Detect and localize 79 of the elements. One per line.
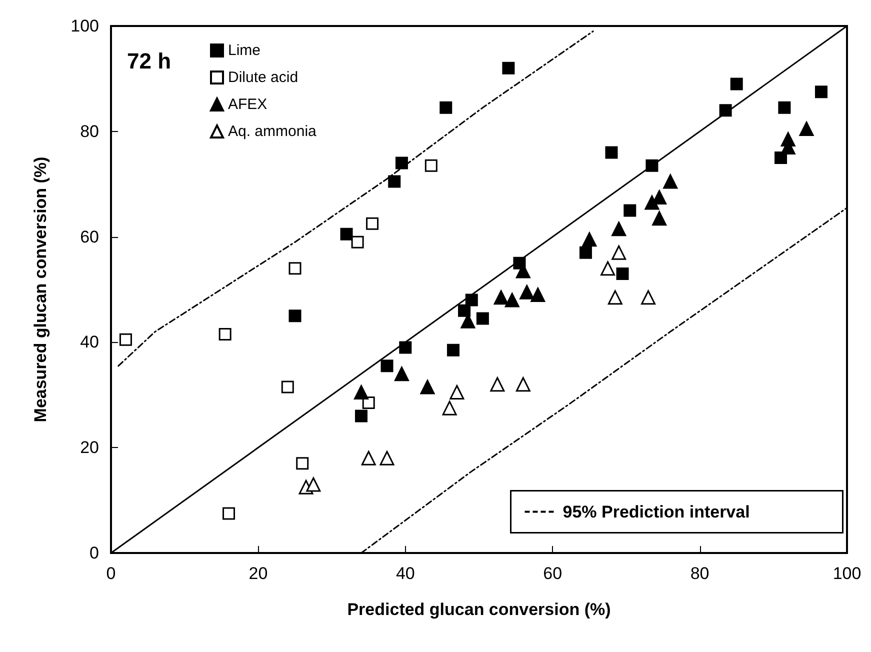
point <box>281 380 294 394</box>
legend-label: Aq. ammonia <box>228 123 318 140</box>
y-tick-label: 20 <box>80 438 99 458</box>
point <box>641 290 656 305</box>
point <box>424 159 438 172</box>
point <box>354 385 368 400</box>
point <box>780 132 796 147</box>
point <box>394 366 409 382</box>
x-tick-label: 20 <box>248 564 268 583</box>
point <box>442 400 457 416</box>
point <box>494 290 508 305</box>
point <box>719 104 732 117</box>
point <box>465 294 478 306</box>
point <box>288 310 302 322</box>
x-tick-label: 100 <box>832 564 862 583</box>
point <box>490 377 505 392</box>
point <box>774 152 788 164</box>
point <box>388 175 401 188</box>
point <box>440 101 452 114</box>
point <box>296 457 309 470</box>
point <box>605 146 618 159</box>
x-tick-label: 80 <box>690 564 710 583</box>
point <box>119 333 132 346</box>
point <box>616 267 629 280</box>
point <box>306 477 321 492</box>
point <box>446 344 460 356</box>
point <box>504 292 520 308</box>
point <box>340 228 353 240</box>
point <box>450 385 464 400</box>
point <box>458 304 471 317</box>
point <box>612 245 626 260</box>
point <box>799 122 814 136</box>
x-tick-label: 0 <box>106 564 116 583</box>
point <box>395 156 408 170</box>
point <box>222 507 236 520</box>
y-tick-label: 60 <box>80 227 99 246</box>
x-tick-label: 60 <box>543 564 562 583</box>
point <box>420 380 435 394</box>
point <box>663 174 678 189</box>
point <box>218 328 232 341</box>
x-axis-title: Predicted glucan conversion (%) <box>347 600 611 619</box>
point <box>814 86 828 98</box>
point <box>612 222 626 236</box>
point <box>351 236 364 248</box>
annotation: 72 h <box>127 48 172 74</box>
legend-label: Lime <box>228 42 261 59</box>
point <box>730 78 743 90</box>
point <box>652 190 667 205</box>
point <box>366 217 379 230</box>
y-tick-label: 80 <box>80 122 99 141</box>
y-tick-label: 40 <box>80 332 99 352</box>
point <box>380 450 394 466</box>
point <box>582 232 597 247</box>
point <box>476 312 489 325</box>
point <box>624 204 636 217</box>
point <box>399 341 412 354</box>
line-series <box>118 30 594 367</box>
legend-label: 95% Prediction interval <box>562 502 750 522</box>
point <box>516 377 530 392</box>
legend-label: AFEX <box>228 96 268 113</box>
y-tick-label: 0 <box>90 544 99 562</box>
point <box>361 450 376 466</box>
point <box>646 159 658 172</box>
point <box>362 396 375 410</box>
y-tick-label: 100 <box>70 16 99 36</box>
point <box>600 261 616 276</box>
point <box>778 101 791 114</box>
point <box>520 284 534 300</box>
point <box>579 246 592 259</box>
point <box>380 360 394 372</box>
point <box>502 62 515 74</box>
legend-label: Dilute acid <box>228 69 298 86</box>
x-tick-label: 40 <box>396 564 415 583</box>
y-axis-title: Measured glucan conversion (%) <box>31 156 50 422</box>
point <box>354 410 368 422</box>
point <box>288 262 302 275</box>
point <box>652 211 667 226</box>
point <box>608 290 622 305</box>
point <box>530 288 546 302</box>
